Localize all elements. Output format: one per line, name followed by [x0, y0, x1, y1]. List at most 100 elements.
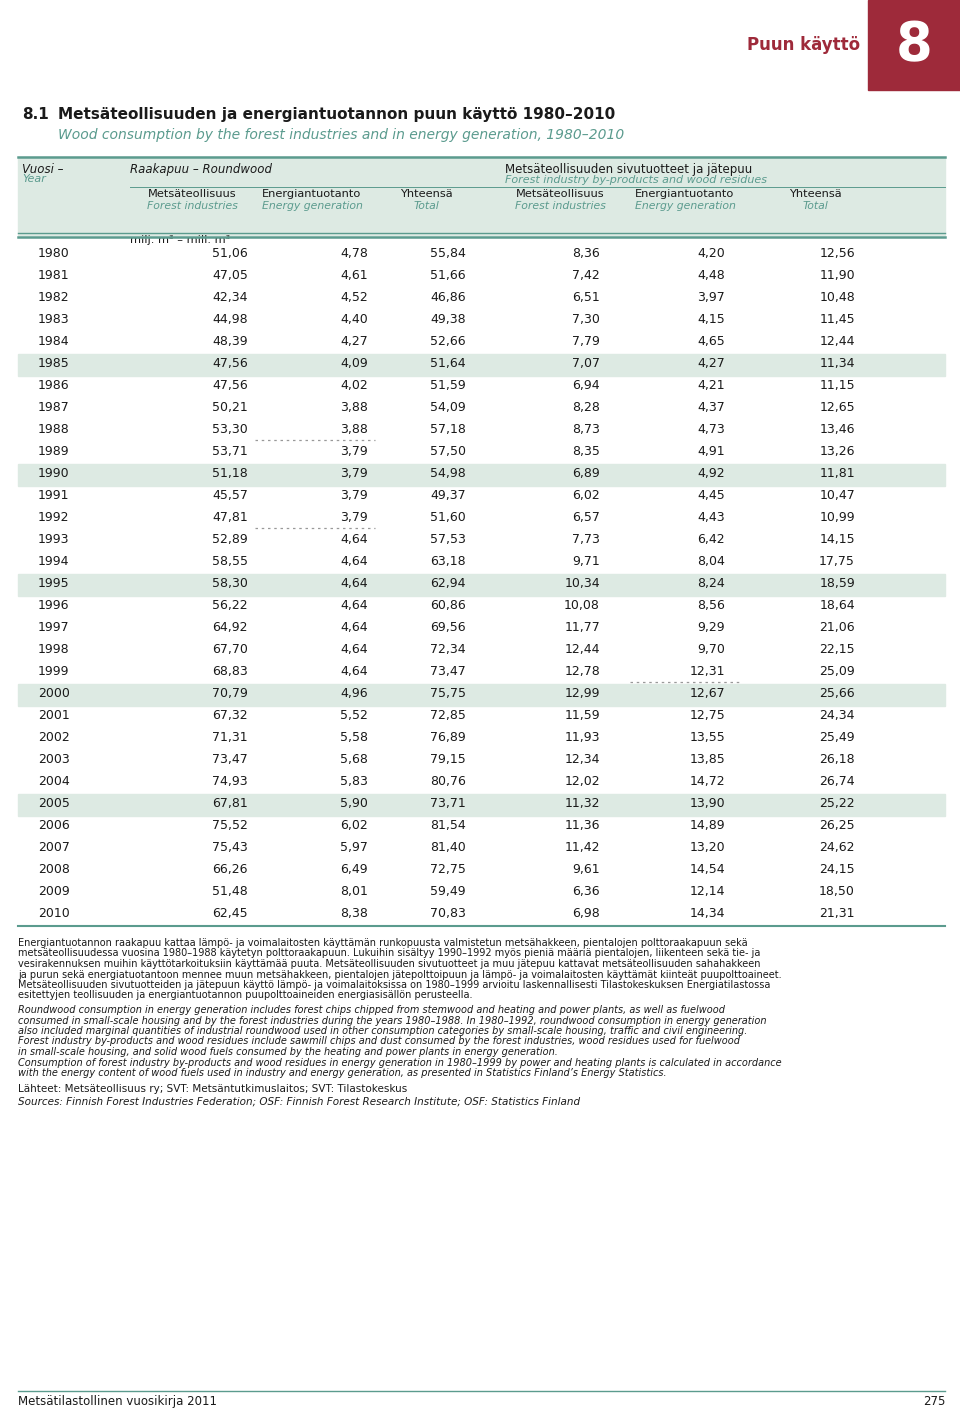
- Text: 51,06: 51,06: [212, 247, 248, 260]
- Text: 26,74: 26,74: [820, 775, 855, 788]
- Text: Metsäteollisuus: Metsäteollisuus: [148, 188, 236, 198]
- Text: 58,55: 58,55: [212, 555, 248, 568]
- Text: 4,43: 4,43: [697, 511, 725, 524]
- Text: milj. m³ – mill. m³: milj. m³ – mill. m³: [130, 235, 230, 245]
- Text: 47,56: 47,56: [212, 357, 248, 370]
- Text: 22,15: 22,15: [820, 644, 855, 656]
- Text: 12,67: 12,67: [689, 686, 725, 701]
- Text: 11,42: 11,42: [564, 841, 600, 853]
- Text: 68,83: 68,83: [212, 665, 248, 678]
- Text: 63,18: 63,18: [430, 555, 466, 568]
- Text: 13,26: 13,26: [820, 445, 855, 458]
- Text: 11,81: 11,81: [820, 467, 855, 479]
- Text: 13,90: 13,90: [689, 798, 725, 811]
- Text: with the energy content of wood fuels used in industry and energy generation, as: with the energy content of wood fuels us…: [18, 1067, 666, 1077]
- Text: 18,50: 18,50: [819, 885, 855, 898]
- Text: 4,45: 4,45: [697, 489, 725, 502]
- Text: Yhteensä: Yhteensä: [399, 188, 452, 198]
- Text: 2003: 2003: [38, 753, 70, 766]
- Text: 8.1: 8.1: [22, 107, 49, 121]
- Text: 10,48: 10,48: [819, 291, 855, 304]
- Text: 72,85: 72,85: [430, 709, 466, 722]
- Text: 4,02: 4,02: [340, 380, 368, 392]
- Text: 1991: 1991: [38, 489, 69, 502]
- Text: Energy generation: Energy generation: [635, 201, 735, 211]
- Text: 46,86: 46,86: [430, 291, 466, 304]
- Text: 11,93: 11,93: [564, 731, 600, 743]
- Text: 12,75: 12,75: [689, 709, 725, 722]
- Text: 70,83: 70,83: [430, 908, 466, 920]
- Text: Yhteensä: Yhteensä: [789, 188, 841, 198]
- Text: Lähteet: Metsäteollisuus ry; SVT: Metsäntutkimuslaitos; SVT: Tilastokeskus: Lähteet: Metsäteollisuus ry; SVT: Metsän…: [18, 1085, 407, 1095]
- Text: 62,45: 62,45: [212, 908, 248, 920]
- Text: 45,57: 45,57: [212, 489, 248, 502]
- Text: 4,96: 4,96: [341, 686, 368, 701]
- Text: Forest industry by-products and wood residues: Forest industry by-products and wood res…: [505, 176, 767, 186]
- Text: 14,15: 14,15: [820, 534, 855, 547]
- Text: 52,66: 52,66: [430, 335, 466, 348]
- Text: 13,20: 13,20: [689, 841, 725, 853]
- Text: 7,42: 7,42: [572, 270, 600, 283]
- Text: 14,72: 14,72: [689, 775, 725, 788]
- Text: Vuosi –: Vuosi –: [22, 163, 63, 176]
- Text: 73,47: 73,47: [212, 753, 248, 766]
- Text: 69,56: 69,56: [430, 621, 466, 634]
- Text: 2000: 2000: [38, 686, 70, 701]
- Text: 2009: 2009: [38, 885, 70, 898]
- Text: 25,22: 25,22: [820, 798, 855, 811]
- Text: 56,22: 56,22: [212, 599, 248, 612]
- Text: 2002: 2002: [38, 731, 70, 743]
- Text: 53,30: 53,30: [212, 422, 248, 437]
- Text: 3,79: 3,79: [340, 467, 368, 479]
- Text: 42,34: 42,34: [212, 291, 248, 304]
- Text: 1990: 1990: [38, 467, 70, 479]
- Text: 13,85: 13,85: [689, 753, 725, 766]
- Text: 67,70: 67,70: [212, 644, 248, 656]
- Text: 52,89: 52,89: [212, 534, 248, 547]
- Text: 11,59: 11,59: [564, 709, 600, 722]
- Text: 11,90: 11,90: [820, 270, 855, 283]
- Text: 4,37: 4,37: [697, 401, 725, 414]
- Text: Metsäteollisuuden sivutuotteet ja jätepuu: Metsäteollisuuden sivutuotteet ja jätepu…: [505, 163, 753, 176]
- Text: metsäteollisuudessa vuosina 1980–1988 käytetyn polttoraakapuun. Lukuihin sisälty: metsäteollisuudessa vuosina 1980–1988 kä…: [18, 949, 760, 959]
- Text: 1992: 1992: [38, 511, 69, 524]
- Text: 26,18: 26,18: [820, 753, 855, 766]
- Bar: [868, 0, 960, 90]
- Text: 21,06: 21,06: [820, 621, 855, 634]
- Text: Raakapuu – Roundwood: Raakapuu – Roundwood: [130, 163, 272, 176]
- Text: 4,21: 4,21: [697, 380, 725, 392]
- Text: 10,34: 10,34: [564, 577, 600, 589]
- Text: 7,30: 7,30: [572, 313, 600, 325]
- Text: 18,59: 18,59: [819, 577, 855, 589]
- Text: 2010: 2010: [38, 908, 70, 920]
- Text: 4,20: 4,20: [697, 247, 725, 260]
- Text: consumed in small-scale housing and by the forest industries during the years 19: consumed in small-scale housing and by t…: [18, 1016, 766, 1026]
- Text: 8,01: 8,01: [340, 885, 368, 898]
- Text: 1983: 1983: [38, 313, 70, 325]
- Text: Total: Total: [413, 201, 439, 211]
- Text: 58,30: 58,30: [212, 577, 248, 589]
- Text: 11,36: 11,36: [564, 819, 600, 832]
- Text: 49,37: 49,37: [430, 489, 466, 502]
- Text: 44,98: 44,98: [212, 313, 248, 325]
- Text: 81,54: 81,54: [430, 819, 466, 832]
- Text: 3,88: 3,88: [340, 401, 368, 414]
- Text: Wood consumption by the forest industries and in energy generation, 1980–2010: Wood consumption by the forest industrie…: [58, 128, 624, 143]
- Text: 1994: 1994: [38, 555, 69, 568]
- Text: vesirakennuksen muihin käyttötarkoituksiin käyttämää puuta. Metsäteollisuuden si: vesirakennuksen muihin käyttötarkoituksi…: [18, 959, 760, 969]
- Text: 9,61: 9,61: [572, 863, 600, 876]
- Text: 8,28: 8,28: [572, 401, 600, 414]
- Text: Metsäteollisuuden sivutuotteiden ja jätepuun käyttö lämpö- ja voimalaitoksissa o: Metsäteollisuuden sivutuotteiden ja jäte…: [18, 980, 770, 990]
- Text: Energy generation: Energy generation: [261, 201, 363, 211]
- Text: Puun käyttö: Puun käyttö: [747, 36, 860, 54]
- Text: Forest industry by-products and wood residues include sawmill chips and dust con: Forest industry by-products and wood res…: [18, 1036, 740, 1046]
- Text: ja purun sekä energiatuotantoon mennee muun metsähakkeen, pientalojen jätepoltto: ja purun sekä energiatuotantoon mennee m…: [18, 969, 781, 979]
- Text: 1995: 1995: [38, 577, 70, 589]
- Text: 7,79: 7,79: [572, 335, 600, 348]
- Text: 4,64: 4,64: [341, 555, 368, 568]
- Text: 12,02: 12,02: [564, 775, 600, 788]
- Text: 8: 8: [896, 19, 932, 71]
- Text: 8,36: 8,36: [572, 247, 600, 260]
- Text: 1993: 1993: [38, 534, 69, 547]
- Text: Energiantuotannon raakapuu kattaa lämpö- ja voimalaitosten käyttämän runkopuusta: Energiantuotannon raakapuu kattaa lämpö-…: [18, 938, 748, 948]
